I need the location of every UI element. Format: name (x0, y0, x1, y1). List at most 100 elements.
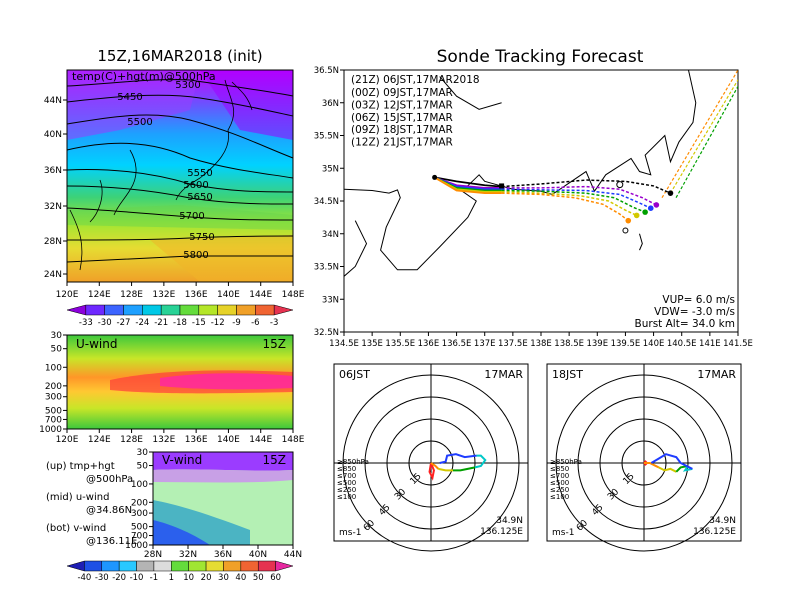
v-colorbar-label: 50 (253, 573, 264, 583)
v-wind-south-core (153, 520, 210, 545)
track-xtick-label: 137E (474, 339, 496, 349)
v-colorbar-swatch (188, 560, 207, 572)
v-wind-ytick-label: 200 (131, 498, 148, 508)
v-colorbar-swatch (205, 560, 224, 572)
v-colorbar-label: -20 (112, 573, 126, 583)
v-colorbar-swatch (153, 560, 172, 572)
note-up-level: @500hPa (86, 474, 133, 485)
track-ytick-label: 32.5N (314, 328, 339, 338)
track-xtick-label: 138.5E (554, 339, 584, 349)
track-legend: (21Z) 06JST,17MAR2018 (00Z) 09JST,17MAR (… (351, 74, 480, 149)
track-xtick-label: 138E (530, 339, 552, 349)
u-wind-panel: U-wind 15Z 120E 124E 128E 132E 136E 140E 144E 148… (39, 331, 305, 445)
hodograph-trace (453, 466, 476, 472)
hodograph-trace (428, 462, 435, 481)
track-xtick-label: 140E (643, 339, 665, 349)
v-wind-xtick-label: 44N (284, 550, 302, 560)
hodograph-ring (386, 418, 476, 508)
v-colorbar-label: -10 (130, 573, 144, 583)
map-xtick-label: 136E (185, 290, 208, 300)
map-ytick-label: 28N (44, 237, 62, 247)
track-xtick-label: 141E (699, 339, 721, 349)
track-descent-line (501, 192, 629, 222)
v-wind-ytick-label: 700 (131, 532, 148, 542)
contour-label: 5300 (175, 80, 200, 91)
hodograph-level-label: ≤850 (337, 465, 356, 473)
v-wind-ytick-label: 50 (137, 462, 149, 472)
track-ytick-label: 34N (322, 230, 339, 240)
hodograph-level-label: ≤100 (550, 493, 569, 501)
v-wind-ytick-label: 500 (131, 523, 148, 533)
map-axes: 120E 124E 128E 132E 136E 140E 144E 148E 24N 28N 32… (44, 96, 305, 300)
track-xtick-label: 135E (361, 339, 383, 349)
temp-colorbar-label: -9 (232, 318, 240, 328)
u-wind-xtick-label: 140E (217, 435, 240, 445)
temp-colorbar-swatch (273, 304, 294, 316)
v-colorbar-label: -40 (77, 573, 91, 583)
track-xtick-label: 136E (418, 339, 440, 349)
map-xtick-label: 128E (120, 290, 143, 300)
legend-entry: (06Z) 15JST,17MAR (351, 112, 453, 124)
u-wind-ytick-label: 500 (45, 406, 62, 416)
legend-entry: (00Z) 09JST,17MAR (351, 87, 453, 99)
v-colorbar-swatch (223, 560, 242, 572)
track-landing-point (653, 202, 660, 208)
coastline-wakasa (439, 76, 502, 110)
sonde-tracking-panel: Sonde Tracking Forecast 134.5E 135E 135.5E… (314, 47, 753, 349)
v-wind-xtick-label: 28N (144, 550, 162, 560)
track-ytick-label: 35N (322, 164, 339, 174)
temp-colorbar-label: -24 (135, 318, 149, 328)
v-wind-ytick-label: 1000 (125, 541, 148, 551)
hodograph-ring (577, 396, 711, 530)
hodograph-lat: 34.9N (496, 516, 523, 526)
temp-height-map-panel: 15Z,16MAR2018 (init) temp(C)+hgt(m)@50 (44, 47, 305, 328)
u-wind-ytick-label: 1000 (39, 425, 62, 435)
track-landing-point (667, 190, 674, 196)
hodograph-units: ms-1 (552, 528, 574, 538)
u-wind-jet-core (160, 373, 293, 390)
hodograph-ring (364, 396, 498, 530)
v-wind-weak-band (153, 469, 293, 483)
temp-colorbar-label: -18 (173, 318, 187, 328)
main-title: Sonde Tracking Forecast (437, 47, 644, 67)
track-ytick-label: 34.5N (314, 197, 339, 207)
map-xtick-label: 144E (249, 290, 272, 300)
hodograph-level-label: ≤500 (550, 479, 569, 487)
offpanel-track-line (669, 79, 738, 194)
track-xtick-label: 141.5E (723, 339, 753, 349)
temp-colorbar-swatch (217, 304, 237, 316)
v-wind-ytick-label: 100 (131, 480, 148, 490)
map-xtick-label: 148E (282, 290, 305, 300)
hodograph-ring (599, 418, 689, 508)
v-colorbar-label: 10 (183, 573, 194, 583)
u-wind-ytick-label: 200 (45, 382, 62, 392)
temp-colorbar-swatch (142, 304, 162, 316)
legend-header: (21Z) 06JST,17MAR2018 (351, 74, 480, 86)
track-ytick-label: 33.5N (314, 263, 339, 273)
launch-params: VUP= 6.0 m/s VDW= -3.0 m/s Burst Alt= 34… (635, 294, 735, 330)
v-wind-ytick-label: 300 (131, 509, 148, 519)
track-ytick-label: 35.5N (314, 132, 339, 142)
hodograph-time-label: 06JST (339, 368, 370, 381)
temp-band-cold (67, 70, 200, 140)
hodograph-level-label: ≤850 (550, 465, 569, 473)
temp-colorbar-swatch (179, 304, 200, 316)
temp-colorbar-swatch (198, 304, 218, 316)
map-ytick-label: 32N (44, 202, 62, 212)
contour-label: 5500 (127, 117, 152, 128)
track-landing-point (633, 212, 640, 219)
temp-colorbar: -33 -30 -27 -24 -21 -18 -15 -12 -9 -6 -3 (66, 304, 294, 328)
u-wind-xtick-label: 144E (249, 435, 272, 445)
hodograph-ring (342, 374, 520, 552)
hodograph-ring (621, 440, 667, 486)
init-title: 15Z,16MAR2018 (init) (97, 47, 262, 65)
track-landing-point (647, 205, 654, 212)
note-mid-level: @34.86N (86, 505, 132, 516)
offpanel-tracks (661, 70, 738, 199)
hodograph-ring (408, 440, 454, 486)
v-colorbar-swatch (275, 560, 294, 572)
hodograph-trace (650, 453, 693, 470)
contour-label: 5450 (117, 92, 142, 103)
